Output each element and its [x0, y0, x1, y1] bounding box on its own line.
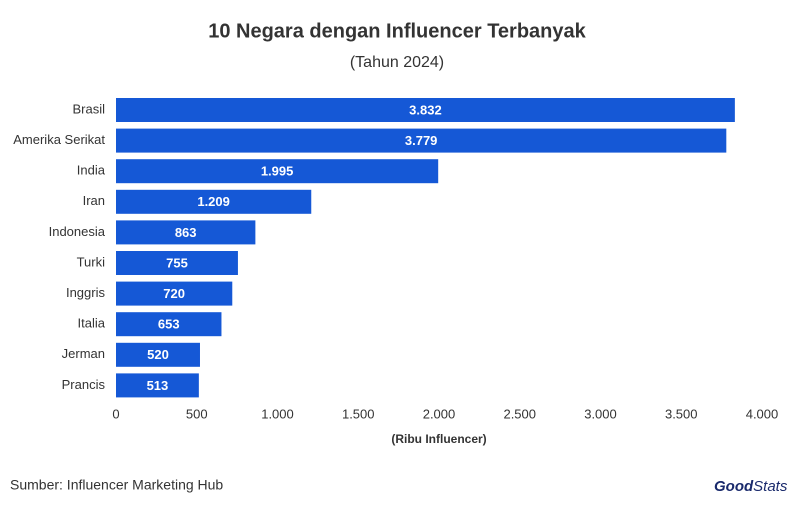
x-tick-label: 3.000 [584, 406, 617, 421]
value-label: 1.995 [261, 164, 294, 179]
value-label: 3.832 [409, 102, 442, 117]
bar [116, 189, 312, 214]
bar [116, 251, 238, 275]
y-tick-label: Turki [77, 254, 106, 269]
value-label: 755 [166, 255, 188, 270]
y-tick-label: Iran [83, 193, 105, 208]
bar [116, 373, 199, 398]
x-tick-label: 2.500 [503, 406, 536, 421]
value-label: 3.779 [405, 133, 438, 148]
x-axis-label: (Ribu Influencer) [391, 432, 486, 446]
y-tick-label: Amerika Serikat [13, 132, 105, 147]
bar [116, 281, 233, 306]
bar [116, 159, 439, 184]
bar [116, 312, 222, 337]
y-tick-label: Indonesia [49, 224, 106, 239]
bar [116, 220, 256, 245]
source: Sumber: Influencer Marketing Hub [10, 477, 223, 493]
y-tick-label: Inggris [66, 285, 106, 300]
logo-first: Good [714, 478, 754, 495]
value-label: 720 [163, 286, 185, 301]
y-tick-label: Jerman [62, 346, 105, 361]
logo-second: Stats [753, 478, 788, 495]
bar [116, 98, 735, 122]
x-tick-label: 1.000 [261, 406, 294, 421]
value-label: 520 [147, 347, 169, 362]
x-tick-label: 4.000 [746, 406, 779, 421]
value-label: 653 [158, 317, 180, 332]
value-label: 1.209 [197, 194, 230, 209]
x-tick-label: 1.500 [342, 406, 375, 421]
y-tick-label: India [77, 163, 106, 178]
x-tick-label: 2.000 [423, 406, 456, 421]
value-label: 863 [175, 225, 197, 240]
x-tick-label: 0 [112, 406, 119, 421]
logo: GoodStats [714, 478, 788, 495]
value-label: 513 [147, 378, 169, 393]
chart-subtitle: (Tahun 2024) [350, 54, 444, 71]
y-tick-label: Italia [78, 316, 106, 331]
y-tick-label: Prancis [62, 377, 106, 392]
x-tick-label: 500 [186, 406, 208, 421]
x-tick-label: 3.500 [665, 406, 698, 421]
y-tick-label: Brasil [72, 101, 105, 116]
bar [116, 342, 200, 367]
bar [116, 128, 727, 153]
chart-title: 10 Negara dengan Influencer Terbanyak [208, 20, 586, 42]
